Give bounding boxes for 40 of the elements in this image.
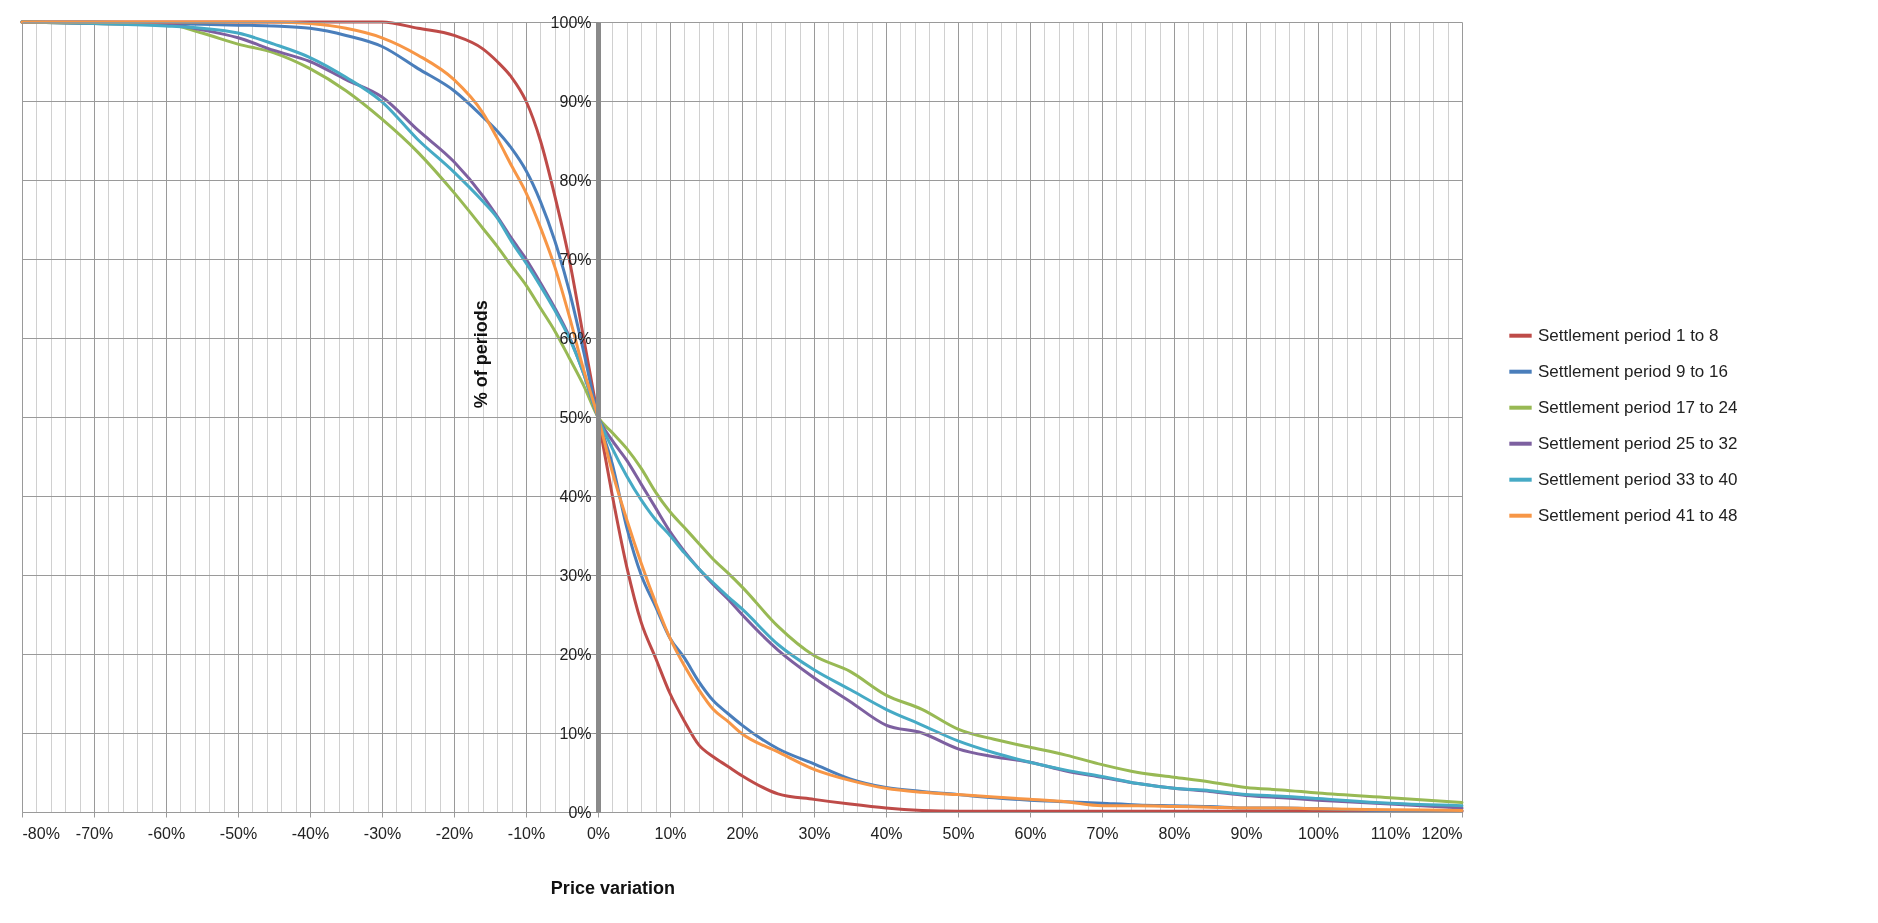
y-tick-label: 60%	[559, 329, 592, 347]
legend-label: Settlement period 25 to 32	[1538, 433, 1738, 453]
x-tick-label: 80%	[1158, 824, 1191, 842]
x-tick-label: 50%	[942, 824, 975, 842]
x-tick-label: -40%	[291, 824, 330, 842]
x-tick-label: 120%	[1421, 824, 1463, 842]
y-tick-label: 20%	[559, 645, 592, 663]
legend-label: Settlement period 1 to 8	[1538, 325, 1719, 345]
x-axis-title: Price variation	[550, 877, 675, 898]
x-tick-label: 10%	[654, 824, 687, 842]
x-tick-label: 100%	[1298, 824, 1339, 842]
y-tick-label: 70%	[559, 250, 592, 268]
legend-label: Settlement period 41 to 48	[1538, 505, 1738, 525]
y-tick-label: 0%	[568, 803, 592, 821]
x-tick-label: -30%	[363, 824, 402, 842]
y-tick-label: 40%	[559, 487, 592, 505]
x-tick-label: -50%	[219, 824, 258, 842]
legend-label: Settlement period 9 to 16	[1538, 361, 1728, 381]
y-tick-label: 80%	[559, 171, 592, 189]
y-tick-label: 100%	[550, 13, 592, 31]
x-tick-label: 40%	[870, 824, 903, 842]
x-tick-label: -20%	[435, 824, 474, 842]
legend-label: Settlement period 17 to 24	[1538, 397, 1738, 417]
y-tick-label: 10%	[559, 724, 592, 742]
x-tick-label: 70%	[1086, 824, 1119, 842]
x-tick-label: -70%	[75, 824, 114, 842]
x-tick-label: 60%	[1014, 824, 1047, 842]
x-tick-label: 110%	[1370, 824, 1411, 842]
legend-label: Settlement period 33 to 40	[1538, 469, 1738, 489]
x-tick-label: 90%	[1230, 824, 1263, 842]
x-tick-label: 30%	[798, 824, 831, 842]
y-axis-title: % of periods	[470, 300, 491, 409]
x-tick-label: -80%	[22, 824, 60, 842]
x-tick-label: -60%	[147, 824, 186, 842]
y-tick-label: 50%	[559, 408, 592, 426]
x-tick-label: -10%	[507, 824, 546, 842]
y-tick-label: 90%	[559, 92, 592, 110]
x-tick-label: 0%	[586, 824, 611, 842]
x-tick-label: 20%	[726, 824, 759, 842]
y-tick-label: 30%	[559, 566, 592, 584]
